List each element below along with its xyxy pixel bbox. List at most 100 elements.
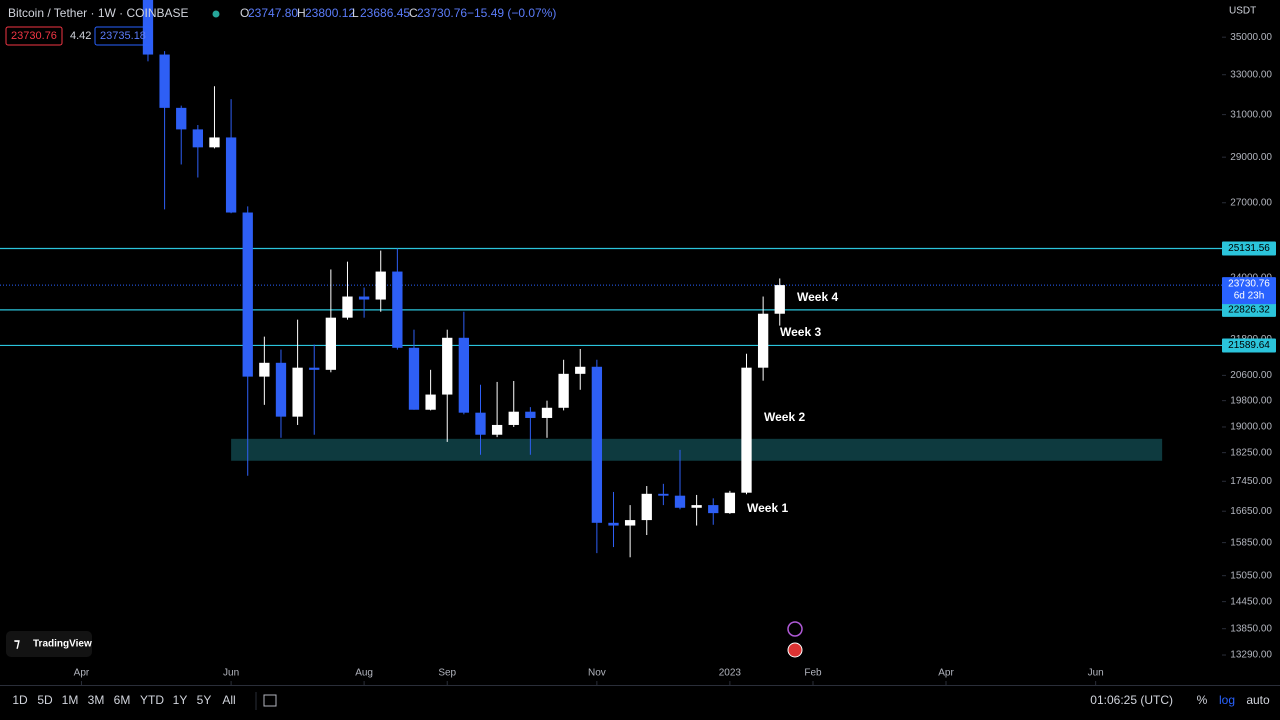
range-button[interactable]: 5Y: [197, 693, 212, 707]
y-tick-label: 31000.00: [1230, 109, 1272, 120]
header-change: −15.49 (−0.07%): [467, 6, 556, 20]
status-dot: [212, 10, 220, 18]
header-l-label: L: [352, 6, 359, 20]
header-c: 23730.76: [417, 6, 467, 20]
candle-body: [757, 313, 769, 368]
compare-icon[interactable]: [263, 694, 277, 707]
currency[interactable]: USDT: [1229, 6, 1256, 17]
y-tick-label: 18250.00: [1230, 447, 1272, 458]
y-tick-label: 17450.00: [1230, 476, 1272, 487]
header-o-label: O: [240, 6, 249, 20]
auto-toggle[interactable]: auto: [1246, 693, 1270, 707]
axes: 35000.00 33000.00 31000.00 29000.00 27000.00…: [74, 32, 1276, 685]
logo-text: TradingView: [33, 639, 92, 650]
header-h: 23800.12: [305, 6, 355, 20]
header-h-label: H: [297, 6, 306, 20]
candle-body: [608, 522, 619, 526]
support-zone: [231, 438, 1163, 461]
price-line-label-bg: [1222, 338, 1276, 353]
header-symbol: Bitcoin / Tether · 1W · COINBASE: [8, 6, 189, 20]
clock: 01:06:25 (UTC): [1090, 693, 1173, 707]
candle-body: [491, 424, 503, 435]
candle-body: [442, 337, 453, 395]
spread: 4.42: [70, 30, 91, 42]
price-line-label: 21589.64: [1228, 340, 1270, 351]
bid-price: 23730.76: [11, 30, 57, 42]
candle-body: [458, 337, 470, 413]
candle-body: [275, 362, 287, 417]
price-line-label: 25131.56: [1228, 243, 1270, 254]
y-tick-label: 13290.00: [1230, 650, 1272, 661]
countdown: 6d 23h: [1234, 291, 1265, 302]
y-tick-label: 33000.00: [1230, 69, 1272, 80]
logo-bg: [6, 631, 92, 657]
plot-area: Week 1 Week 2 Week 3 Week 4: [0, 0, 1222, 558]
candle-body: [159, 54, 170, 108]
y-tick-label: 16650.00: [1230, 506, 1272, 517]
y-tick-label: 29000.00: [1230, 152, 1272, 163]
x-tick-label: Nov: [588, 668, 606, 679]
candle-body: [242, 212, 253, 377]
price-line-label: 22826.32: [1228, 305, 1270, 316]
range-button[interactable]: 5D: [37, 693, 53, 707]
price-line-label-bg: [1222, 302, 1276, 317]
event-icon[interactable]: [787, 621, 803, 637]
candle-body: [425, 394, 436, 410]
annotation: Week 1: [747, 501, 788, 515]
annotation: Week 3: [780, 325, 821, 339]
candle-body: [624, 520, 636, 526]
candle-body: [558, 373, 569, 408]
candle-body: [209, 137, 220, 148]
log-toggle[interactable]: log: [1219, 693, 1235, 707]
candle-body: [259, 362, 270, 377]
candle-body: [525, 411, 536, 418]
y-tick-label: 13850.00: [1230, 623, 1272, 634]
candle-body: [541, 407, 553, 418]
candle-body: [674, 495, 686, 508]
candle-body: [774, 285, 785, 314]
bid-box: [5, 26, 63, 46]
candle-body: [691, 505, 702, 508]
current-price-label: 23730.76: [1228, 279, 1270, 290]
range-button[interactable]: 3M: [88, 693, 105, 707]
candle-body: [358, 296, 370, 300]
ask-box: [94, 26, 152, 46]
range-button[interactable]: All: [222, 693, 235, 707]
candle-body: [708, 505, 719, 514]
x-tick-label: Apr: [74, 668, 90, 679]
range-button[interactable]: YTD: [140, 693, 164, 707]
candle-body: [176, 107, 187, 130]
y-tick-label: 19000.00: [1230, 422, 1272, 433]
annotation: Week 2: [764, 410, 805, 424]
candle-body: [292, 367, 303, 417]
x-tick-label: Jun: [223, 668, 239, 679]
x-tick-label: Apr: [938, 668, 954, 679]
ui: ⁊ Bitcoin / Tether · 1W · COINBASE O23747…: [0, 6, 1280, 710]
y-tick-label: 15850.00: [1230, 537, 1272, 548]
candle-body: [575, 366, 586, 374]
range-button[interactable]: 6M: [114, 693, 131, 707]
candle-body: [658, 493, 669, 496]
price-line-label-bg: [1222, 241, 1276, 256]
range-button[interactable]: 1Y: [173, 693, 188, 707]
candle-body: [408, 347, 420, 410]
candle-body: [192, 129, 204, 148]
percent-toggle[interactable]: %: [1197, 693, 1208, 707]
range-button[interactable]: 1D: [12, 693, 28, 707]
candle-body: [475, 412, 486, 435]
range-button[interactable]: 1M: [62, 693, 79, 707]
candle-body: [375, 271, 386, 300]
candle-body: [508, 411, 519, 425]
candle-body: [325, 317, 337, 370]
candle-body: [591, 366, 603, 523]
annotation: Week 4: [797, 290, 838, 304]
current-price-bg: [1222, 277, 1276, 305]
header-c-label: C: [409, 6, 418, 20]
y-tick-label: 14450.00: [1230, 596, 1272, 607]
economic-icon[interactable]: [787, 642, 803, 658]
x-tick-label: Aug: [355, 668, 373, 679]
x-tick-label: Jun: [1088, 668, 1104, 679]
logo-mark: ⁊: [14, 636, 20, 650]
